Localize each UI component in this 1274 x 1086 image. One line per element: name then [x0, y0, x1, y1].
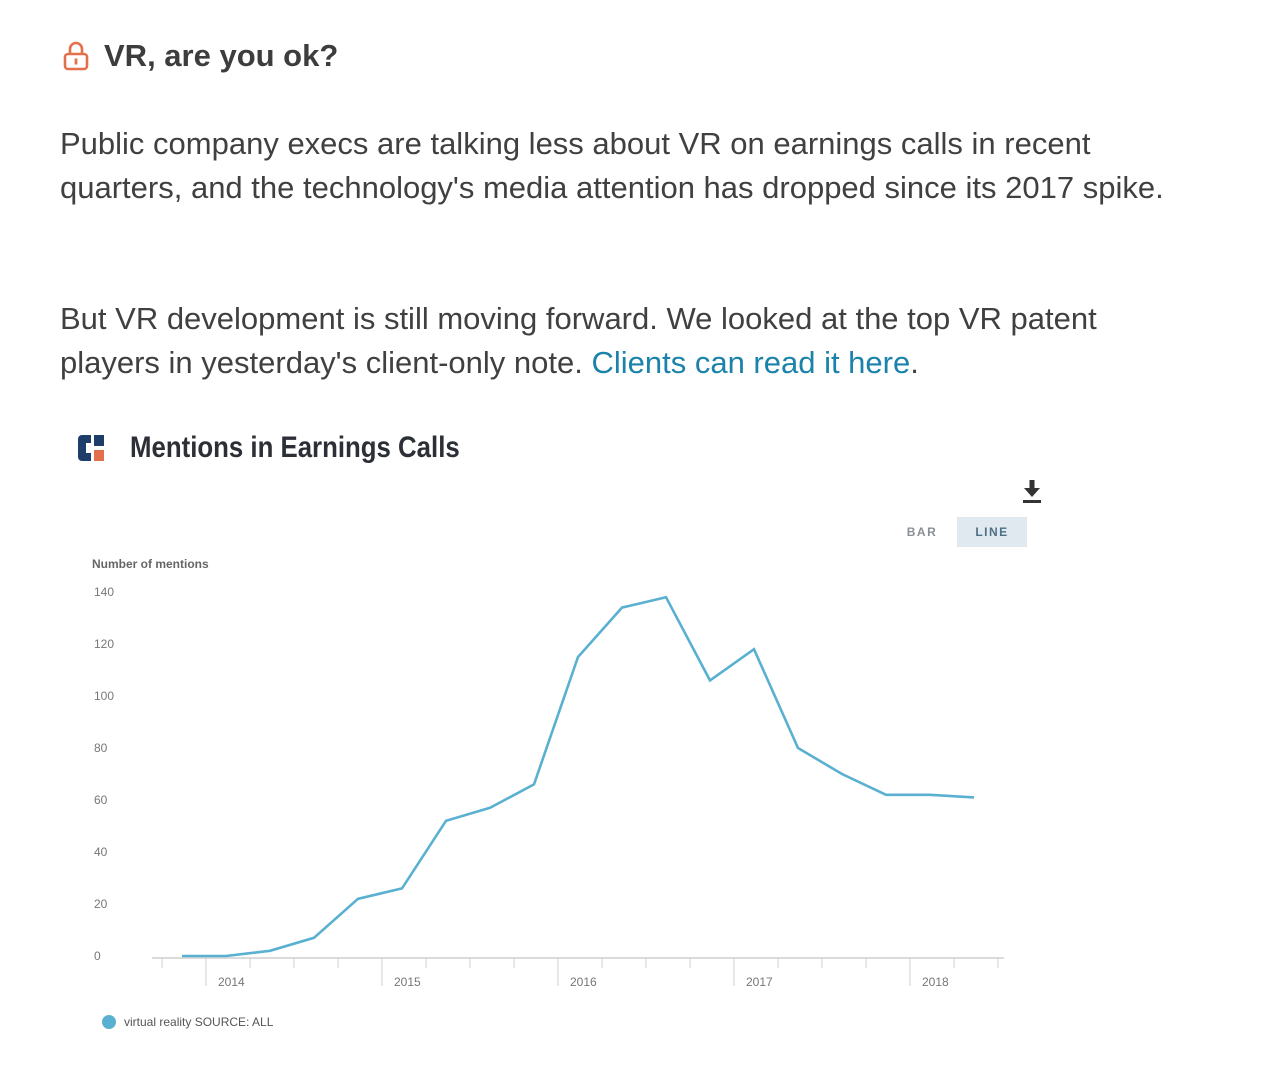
y-tick-label: 100 [94, 689, 114, 703]
x-tick-label: 2016 [570, 975, 597, 989]
y-tick-label: 80 [94, 741, 108, 755]
y-tick-label: 140 [94, 585, 114, 599]
note-text: But VR development is still moving forwa… [60, 301, 1097, 380]
x-tick-label: 2015 [394, 975, 421, 989]
y-tick-label: 20 [94, 897, 108, 911]
y-tick-label: 60 [94, 793, 108, 807]
legend-swatch [102, 1015, 116, 1029]
download-icon[interactable] [1020, 478, 1044, 504]
y-tick-label: 40 [94, 845, 108, 859]
bar-toggle-button[interactable]: BAR [906, 525, 938, 539]
chart-title: Mentions in Earnings Calls [130, 431, 460, 464]
x-tick-label: 2017 [746, 975, 773, 989]
chart-header: Mentions in Earnings Calls [76, 426, 513, 470]
line-chart: 0 20 40 60 80 100 120 140 2014 2015 2016 2017 2018 [94, 585, 1004, 989]
section-heading: VR, are you ok? [62, 32, 338, 80]
clients-read-link[interactable]: Clients can read it here [591, 345, 911, 380]
y-axis-label: Number of mentions [92, 557, 209, 571]
intro-paragraph: Public company execs are talking less ab… [60, 126, 1164, 205]
series-line-virtual-reality [182, 595, 975, 958]
legend-label: virtual reality SOURCE: ALL [124, 1015, 274, 1029]
line-toggle-button[interactable]: LINE [957, 517, 1027, 547]
lock-icon [63, 41, 89, 71]
chart-legend: virtual reality SOURCE: ALL [102, 1015, 273, 1029]
x-tick-label: 2018 [922, 975, 949, 989]
x-tick-label: 2014 [218, 975, 245, 989]
note-end: . [910, 345, 919, 380]
y-tick-label: 0 [94, 949, 101, 963]
heading-text: VR, are you ok? [104, 38, 339, 73]
y-tick-label: 120 [94, 637, 114, 651]
note-paragraph: But VR development is still moving forwa… [60, 297, 1170, 385]
cb-insights-logo-icon [78, 435, 104, 461]
